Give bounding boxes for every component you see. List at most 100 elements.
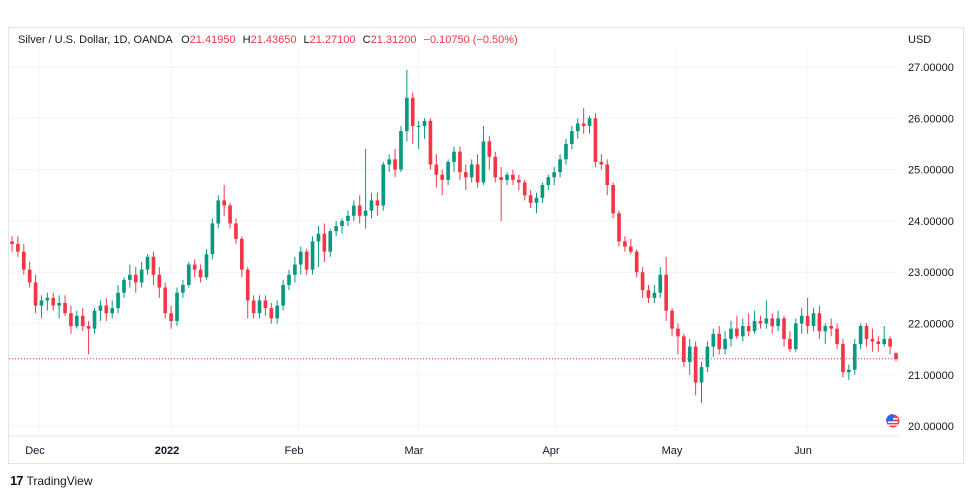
candle-body	[80, 315, 85, 327]
candle	[817, 305, 822, 339]
candle-body	[110, 308, 115, 314]
candle	[434, 154, 439, 188]
candle-body	[281, 285, 285, 306]
candle	[717, 326, 722, 355]
candle	[263, 295, 268, 316]
candle-body	[640, 272, 645, 291]
time-axis[interactable]: Dec 2022 Feb Mar Apr May Jun	[9, 435, 898, 457]
candle-body	[434, 164, 439, 175]
candle-body	[858, 326, 863, 345]
candle-body	[493, 156, 498, 178]
candle-body	[63, 302, 67, 314]
candle	[33, 274, 38, 314]
candle-body	[540, 184, 545, 198]
candle-body	[293, 264, 297, 275]
candle-body	[770, 318, 775, 327]
candle	[799, 308, 804, 334]
candle	[357, 195, 362, 224]
candle	[452, 146, 456, 173]
candle-body	[652, 292, 657, 298]
candle-body	[676, 328, 680, 337]
candle	[328, 228, 333, 257]
candle	[876, 336, 881, 352]
candle-body	[287, 274, 291, 286]
candle-body	[505, 174, 509, 180]
candle	[163, 282, 168, 319]
candle	[711, 328, 716, 357]
candle	[493, 151, 498, 183]
candle	[63, 295, 67, 316]
candle	[393, 149, 397, 178]
candle-body	[729, 328, 733, 339]
candle	[852, 338, 857, 375]
candle	[463, 164, 468, 191]
candle	[145, 254, 150, 275]
currency-label[interactable]: USD	[908, 34, 932, 46]
candle	[776, 310, 780, 332]
candle-body	[658, 274, 663, 293]
candle-body	[458, 151, 462, 173]
candle	[16, 236, 20, 257]
candle-body	[340, 220, 344, 227]
price-axis[interactable]: 27.00000 26.00000 25.00000 24.00000 23.00000…	[908, 62, 954, 433]
candle-body	[74, 315, 79, 327]
candle-body	[581, 123, 586, 126]
candle	[458, 146, 462, 180]
tradingview-logo[interactable]: 17 TradingView	[10, 473, 93, 488]
candle-body	[894, 353, 898, 359]
candle-body	[487, 141, 492, 157]
candle	[605, 159, 610, 196]
candle	[864, 323, 869, 347]
candle	[387, 154, 392, 173]
candle-body	[304, 251, 309, 270]
candle-body	[805, 315, 810, 327]
candle-body	[699, 367, 704, 383]
candle-body	[169, 313, 173, 321]
candle	[505, 172, 509, 185]
candle	[27, 261, 32, 288]
y-tick-label: 23.00000	[908, 267, 954, 279]
candle-body	[275, 305, 280, 319]
candle-body	[617, 213, 621, 242]
candle	[240, 236, 244, 278]
candle	[652, 285, 657, 303]
candle	[69, 305, 73, 334]
candle	[39, 295, 44, 319]
candle-body	[369, 200, 374, 211]
candle	[534, 192, 539, 214]
candle	[758, 315, 763, 329]
candle	[782, 315, 786, 347]
candle-body	[181, 285, 185, 293]
candle-body	[45, 297, 50, 301]
candle-body	[98, 305, 103, 311]
candle-body	[664, 274, 668, 311]
symbol-name[interactable]: Silver / U.S. Dollar, 1D, OANDA	[18, 34, 173, 46]
candle-body	[575, 123, 580, 132]
candle	[98, 300, 103, 321]
candle	[558, 154, 562, 178]
candle-body	[381, 164, 386, 206]
candle-body	[823, 326, 828, 332]
candle-body	[128, 274, 132, 280]
candle-body	[163, 287, 168, 314]
candle-body	[157, 274, 162, 288]
candle	[699, 361, 704, 404]
candle	[682, 333, 686, 368]
candle	[664, 256, 668, 321]
candle	[723, 331, 727, 355]
candle-body	[33, 282, 38, 306]
us-flag-icon	[885, 413, 901, 429]
candle-body	[27, 269, 32, 283]
candle	[646, 285, 651, 303]
candle	[623, 236, 627, 252]
open-value: 21.41950	[189, 34, 236, 46]
candle	[428, 118, 433, 170]
candle	[104, 297, 109, 321]
candle-body	[198, 269, 203, 278]
candle-body	[346, 215, 350, 221]
candle	[793, 318, 798, 352]
candle	[658, 267, 663, 298]
candle-body	[133, 274, 138, 283]
candle-body	[122, 279, 126, 293]
